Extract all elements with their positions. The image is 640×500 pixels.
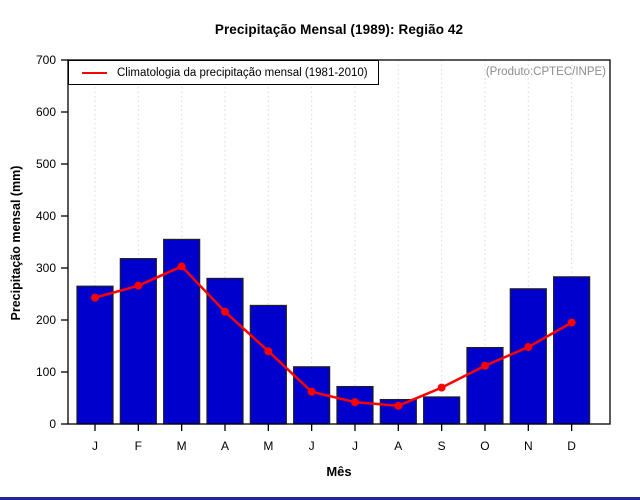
legend-line-swatch — [82, 71, 107, 74]
x-tick-label: O — [480, 439, 489, 453]
y-tick-label: 400 — [36, 209, 56, 223]
bar-A-4 — [206, 277, 244, 425]
x-tick-label: N — [524, 439, 533, 453]
x-tick-label: J — [92, 439, 98, 453]
chart-title: Precipitação Mensal (1989): Região 42 — [214, 22, 464, 37]
bar-J-1 — [76, 285, 114, 425]
y-tick-label: 600 — [36, 105, 56, 119]
y-tick-label: 700 — [36, 53, 56, 67]
climatology-point-A-8 — [394, 401, 403, 410]
climatology-point-M-3 — [177, 262, 186, 271]
x-tick-label: S — [438, 439, 446, 453]
climatology-point-F-2 — [134, 281, 143, 290]
bar-D-12 — [553, 276, 591, 425]
legend-label: Climatologia da precipitação mensal (198… — [117, 66, 368, 79]
climatology-point-A-4 — [220, 307, 229, 316]
y-tick-label: 500 — [36, 157, 56, 171]
y-tick-label: 300 — [36, 261, 56, 275]
x-tick-label: J — [309, 439, 315, 453]
climatology-point-D-12 — [567, 318, 576, 327]
legend-box: Climatologia da precipitação mensal (198… — [68, 60, 379, 85]
x-tick-label: A — [221, 439, 229, 453]
climatology-point-M-5 — [264, 347, 273, 356]
bar-S-9 — [423, 396, 461, 425]
x-tick-label: A — [394, 439, 402, 453]
climatology-point-J-1 — [91, 293, 99, 302]
climatology-point-S-9 — [437, 383, 446, 392]
x-axis-title: Mês — [326, 464, 352, 479]
y-tick-label: 0 — [49, 417, 56, 431]
climatology-line — [93, 265, 573, 408]
taskbar-strip — [0, 497, 640, 500]
climatology-point-J-6 — [307, 387, 316, 396]
x-tick-label: M — [263, 439, 273, 453]
x-tick-label: J — [352, 439, 358, 453]
y-tick-label: 100 — [36, 365, 56, 379]
x-tick-label: F — [135, 439, 142, 453]
bar-N-11 — [509, 288, 547, 425]
climatology-point-J-7 — [350, 398, 359, 407]
y-tick-label: 200 — [36, 313, 56, 327]
producer-annotation: (Produto:CPTEC/INPE) — [485, 66, 606, 78]
x-tick-label: D — [567, 439, 576, 453]
climatology-point-N-11 — [524, 343, 533, 352]
climatology-point-O-10 — [480, 361, 489, 370]
x-tick-label: M — [177, 439, 187, 453]
bar-M-5 — [249, 304, 287, 425]
